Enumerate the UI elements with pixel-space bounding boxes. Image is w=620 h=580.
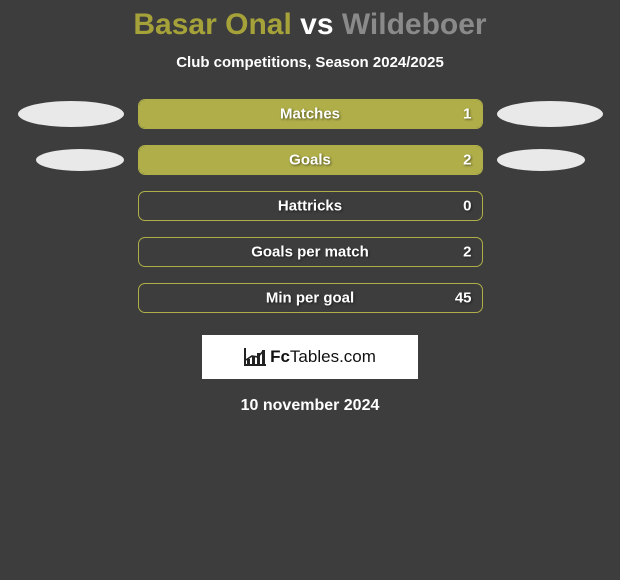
player1-name: Basar Onal — [133, 8, 291, 41]
stat-bar: Matches 1 — [138, 99, 483, 129]
stat-row: Goals 2 — [0, 145, 620, 175]
player1-avatar-ellipse — [36, 149, 124, 171]
stat-row: Hattricks 0 — [0, 191, 620, 221]
player1-avatar-ellipse — [18, 101, 124, 127]
brand-bold: Fc — [270, 347, 290, 366]
stat-bar: Hattricks 0 — [138, 191, 483, 221]
vs-text: vs — [300, 8, 333, 41]
stat-row: Goals per match 2 — [0, 237, 620, 267]
chart-icon — [244, 348, 266, 366]
player2-avatar-ellipse — [497, 101, 603, 127]
branding-text: FcTables.com — [270, 347, 376, 367]
stat-value: 1 — [463, 106, 471, 123]
stat-row: Matches 1 — [0, 99, 620, 129]
stat-label: Min per goal — [266, 290, 354, 307]
stat-bar: Goals per match 2 — [138, 237, 483, 267]
subtitle: Club competitions, Season 2024/2025 — [0, 54, 620, 71]
spacer — [497, 285, 603, 311]
stat-label: Goals — [289, 152, 331, 169]
stat-row: Min per goal 45 — [0, 283, 620, 313]
spacer — [497, 193, 603, 219]
spacer — [18, 193, 124, 219]
spacer — [18, 239, 124, 265]
infographic-root: Basar Onal vs Wildeboer Club competition… — [0, 0, 620, 415]
stat-label: Goals per match — [251, 244, 369, 261]
branding-box: FcTables.com — [202, 335, 418, 379]
stat-value: 2 — [463, 244, 471, 261]
stat-label: Hattricks — [278, 198, 342, 215]
footer-date: 10 november 2024 — [0, 397, 620, 415]
stat-label: Matches — [280, 106, 340, 123]
stat-bar: Goals 2 — [138, 145, 483, 175]
page-title: Basar Onal vs Wildeboer — [0, 8, 620, 42]
brand-rest: Tables — [290, 347, 339, 366]
spacer — [18, 285, 124, 311]
player2-name: Wildeboer — [342, 8, 487, 41]
stats-block: Matches 1 Goals 2 Hattricks 0 Goals per match 2… — [0, 99, 620, 313]
player2-avatar-ellipse — [497, 149, 585, 171]
stat-value: 2 — [463, 152, 471, 169]
stat-bar: Min per goal 45 — [138, 283, 483, 313]
brand-domain: .com — [339, 347, 376, 366]
spacer — [497, 239, 603, 265]
stat-value: 0 — [463, 198, 471, 215]
stat-value: 45 — [455, 290, 472, 307]
